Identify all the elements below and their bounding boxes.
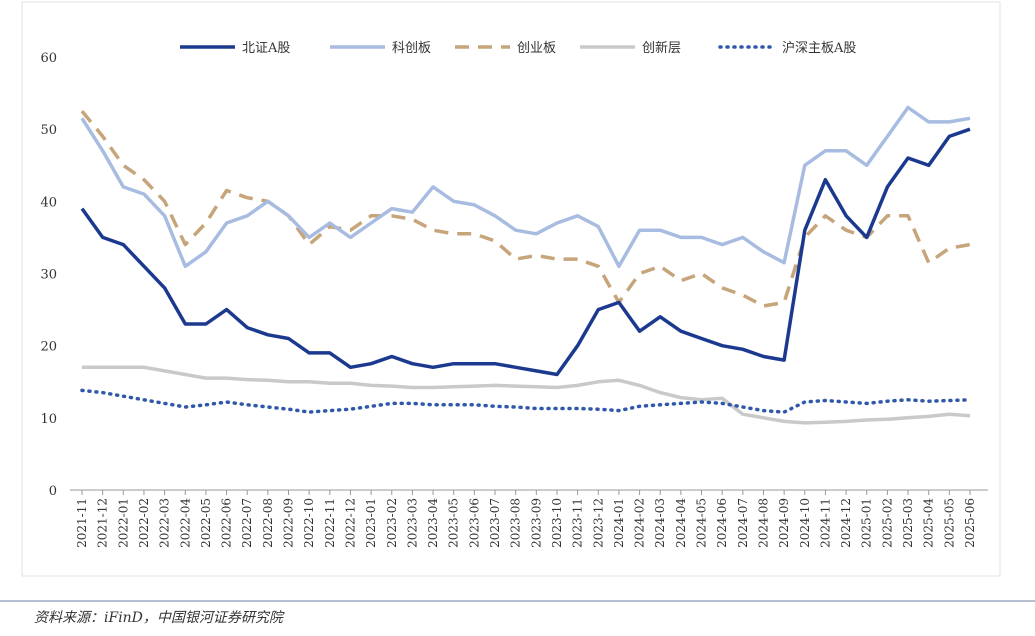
x-tick-label: 2024-02 — [633, 498, 647, 548]
x-tick-label: 2023-11 — [571, 498, 585, 548]
y-tick-label: 60 — [40, 51, 57, 66]
y-tick-label: 50 — [40, 123, 57, 138]
x-tick-label: 2023-12 — [591, 498, 605, 548]
x-tick-label: 2023-10 — [550, 498, 564, 548]
chart-frame — [21, 1, 1001, 577]
legend-label: 北证A股 — [242, 41, 290, 56]
source: 资料来源：iFinD，中国银河证券研究院 — [34, 610, 285, 626]
x-tick-label: 2024-03 — [653, 498, 667, 548]
x-tick-label: 2023-07 — [488, 498, 502, 548]
x-tick-label: 2024-06 — [715, 498, 729, 548]
x-tick-label: 2024-10 — [798, 498, 812, 548]
x-tick-label: 2022-11 — [323, 498, 337, 548]
x-tick-label: 2022-06 — [220, 498, 234, 548]
y-tick-label: 30 — [40, 268, 57, 283]
x-tick-label: 2024-12 — [839, 498, 853, 548]
x-tick-label: 2022-03 — [158, 498, 172, 548]
x-tick-label: 2023-08 — [509, 498, 523, 548]
legend-label: 沪深主板A股 — [782, 40, 856, 56]
series-line — [80, 109, 971, 308]
x-tick-label: 2022-12 — [343, 498, 357, 548]
x-tick-label: 2025-02 — [880, 498, 894, 548]
x-tick-label: 2024-01 — [612, 498, 626, 548]
series-line — [80, 388, 972, 414]
x-tick-label: 2022-04 — [178, 498, 192, 548]
series-line — [80, 127, 971, 377]
x-tick-label: 2024-09 — [777, 498, 791, 548]
x-tick-label: 2022-07 — [240, 498, 254, 548]
y-tick-label: 0 — [49, 484, 57, 499]
x-tick-label: 2022-02 — [137, 498, 151, 548]
x-tick-label: 2023-03 — [405, 498, 419, 548]
y-tick-label: 10 — [40, 412, 57, 427]
y-tick-label: 40 — [40, 195, 57, 210]
x-tick-label: 2024-04 — [674, 498, 688, 548]
x-tick-label: 2023-01 — [364, 498, 378, 548]
y-tick-label: 20 — [40, 340, 57, 355]
x-tick-label: 2025-05 — [942, 498, 956, 548]
x-tick-label: 2024-07 — [736, 498, 750, 548]
x-tick-label: 2021-12 — [96, 498, 110, 548]
x-tick-label: 2025-04 — [922, 498, 936, 548]
x-tick-label: 2021-11 — [75, 498, 89, 548]
series-line — [82, 365, 971, 425]
x-tick-label: 2022-01 — [116, 498, 130, 548]
x-tick-label: 2022-08 — [261, 498, 275, 548]
x-tick-label: 2025-06 — [963, 498, 977, 548]
legend-label: 创业板 — [517, 41, 556, 56]
x-tick-label: 2024-05 — [695, 498, 709, 548]
x-tick-label: 2023-09 — [529, 498, 543, 548]
x-tick-label: 2025-01 — [860, 498, 874, 548]
x-tick-label: 2023-02 — [385, 498, 399, 548]
x-tick-label: 2023-04 — [426, 498, 440, 548]
x-tick-label: 2023-06 — [467, 498, 481, 548]
x-tick-label: 2025-03 — [901, 498, 915, 548]
x-tick-label: 2023-05 — [447, 498, 461, 548]
legend-label: 科创板 — [392, 41, 431, 56]
series-line — [80, 105, 971, 269]
x-tick-label: 2022-05 — [199, 498, 213, 548]
legend-label: 创新层 — [642, 40, 681, 56]
x-tick-label: 2022-10 — [302, 498, 316, 548]
x-tick-label: 2022-09 — [282, 498, 296, 548]
x-tick-label: 2024-11 — [818, 498, 832, 548]
x-tick-label: 2024-08 — [756, 498, 770, 548]
